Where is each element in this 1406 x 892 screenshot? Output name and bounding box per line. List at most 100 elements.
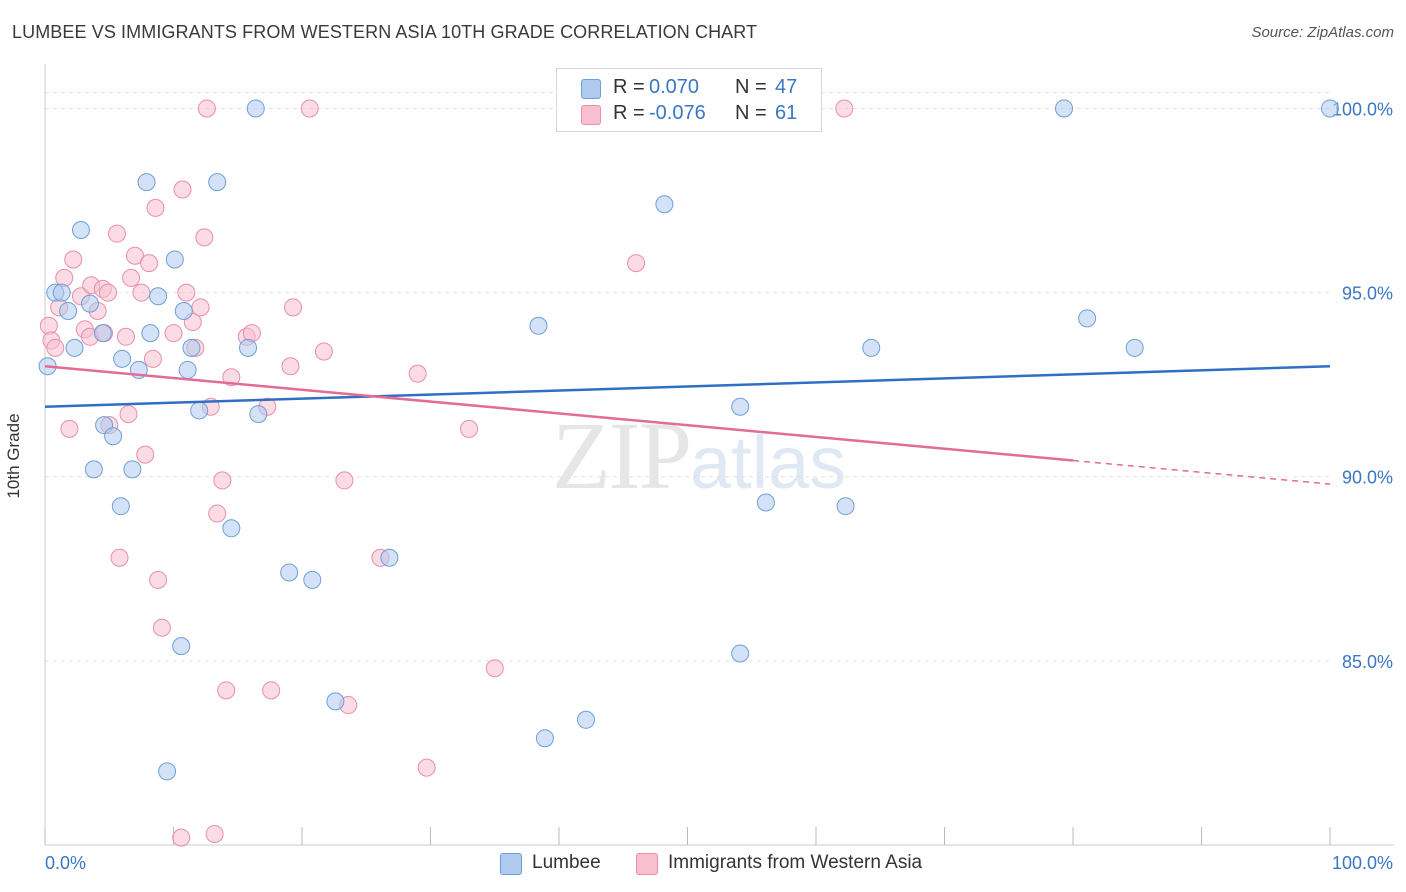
watermark-atlas: atlas: [690, 421, 847, 504]
western-asia-point: [119, 405, 138, 424]
lumbee-point: [174, 302, 193, 321]
lumbee-point: [576, 710, 595, 729]
lumbee-point: [158, 762, 177, 781]
lumbee-point: [655, 195, 674, 214]
lumbee-point: [1321, 99, 1339, 118]
western-asia-point: [335, 471, 354, 490]
n-label: N =: [735, 102, 767, 124]
x-tick-label: 0.0%: [45, 853, 86, 873]
western-asia-point: [213, 471, 232, 490]
western-asia-point: [110, 548, 129, 567]
western-asia-point: [460, 419, 479, 438]
western-asia-point: [177, 283, 196, 302]
lumbee-point: [1055, 99, 1074, 118]
x-tick-label: 100.0%: [1332, 853, 1393, 873]
chart-title: LUMBEE VS IMMIGRANTS FROM WESTERN ASIA 1…: [12, 22, 758, 42]
western-asia-point: [64, 250, 83, 269]
lumbee-point: [178, 360, 197, 379]
western-asia-point: [149, 570, 168, 589]
western-asia-point: [143, 349, 162, 368]
lumbee-point: [1078, 309, 1097, 328]
western-asia-point: [314, 342, 333, 361]
lumbee-point: [113, 349, 132, 368]
lumbee-point: [380, 548, 399, 567]
lumbee-point: [535, 729, 554, 748]
lumbee-point: [182, 338, 201, 357]
lumbee-point: [71, 220, 90, 239]
western-asia-point: [164, 324, 183, 343]
western-asia-point: [197, 99, 216, 118]
r-label: R =: [613, 76, 645, 98]
western-asia-point: [173, 180, 192, 199]
western-asia-point: [408, 364, 427, 383]
lumbee-legend-swatch: [500, 853, 522, 875]
western-asia-point: [300, 99, 319, 118]
western-asia-swatch: [581, 105, 601, 125]
lumbee-point: [303, 570, 322, 589]
lumbee-point: [862, 338, 881, 357]
lumbee-point: [249, 405, 268, 424]
western-asia-point: [60, 419, 79, 438]
western-asia-legend-label: Immigrants from Western Asia: [668, 852, 923, 873]
western-asia-point: [242, 324, 261, 343]
lumbee-point: [165, 250, 184, 269]
western-asia-point: [627, 254, 646, 273]
western-asia-point: [417, 758, 436, 777]
western-asia-point: [191, 298, 210, 317]
western-asia-point: [217, 681, 236, 700]
western-asia-point: [55, 268, 74, 287]
lumbee-point: [529, 316, 548, 335]
lumbee-point: [190, 401, 209, 420]
n-value: 47: [775, 76, 798, 98]
lumbee-point: [111, 497, 130, 516]
r-value: 0.070: [649, 76, 700, 98]
western-asia-point: [122, 268, 141, 287]
lumbee-point: [239, 338, 258, 357]
western-asia-point: [172, 828, 191, 847]
stats-legend: R = 0.070 N = 47 R = -0.076 N = 61: [556, 68, 822, 132]
lumbee-legend-label: Lumbee: [532, 852, 601, 873]
lumbee-point: [326, 692, 345, 711]
y-tick-label: 100.0%: [1332, 99, 1393, 119]
western-asia-trend-line-extension: [1072, 459, 1331, 485]
lumbee-point: [149, 287, 168, 306]
western-asia-point: [208, 504, 227, 523]
n-value: 61: [775, 102, 798, 124]
western-asia-point: [107, 224, 126, 243]
lumbee-point: [731, 397, 750, 416]
lumbee-point: [1125, 338, 1144, 357]
lumbee-point: [123, 460, 142, 479]
lumbee-point: [65, 338, 84, 357]
lumbee-point: [280, 563, 299, 582]
lumbee-point: [84, 460, 103, 479]
r-value: -0.076: [649, 102, 706, 124]
lumbee-point: [141, 324, 160, 343]
source-label: Source: ZipAtlas.com: [1251, 24, 1394, 41]
lumbee-point: [59, 302, 78, 321]
n-label: N =: [735, 76, 767, 98]
lumbee-point: [208, 173, 227, 192]
lumbee-swatch: [581, 79, 601, 99]
western-asia-point: [98, 283, 117, 302]
western-asia-point: [132, 283, 151, 302]
lumbee-trend-line: [44, 365, 1331, 409]
lumbee-point: [137, 173, 156, 192]
lumbee-point: [93, 324, 112, 343]
western-asia-point: [152, 618, 171, 637]
lumbee-point: [52, 283, 71, 302]
lumbee-point: [222, 519, 241, 538]
lumbee-point: [246, 99, 265, 118]
y-tick-label: 95.0%: [1342, 284, 1393, 304]
western-asia-point: [39, 316, 58, 335]
lumbee-point: [731, 644, 750, 663]
y-tick-label: 90.0%: [1342, 468, 1393, 488]
western-asia-point: [46, 338, 65, 357]
western-asia-point: [125, 246, 144, 265]
western-asia-point: [835, 99, 854, 118]
western-asia-trend-line: [44, 365, 1074, 462]
western-asia-point: [222, 368, 241, 387]
western-asia-point: [205, 824, 224, 843]
western-asia-point: [146, 198, 165, 217]
y-tick-label: 85.0%: [1342, 652, 1393, 672]
